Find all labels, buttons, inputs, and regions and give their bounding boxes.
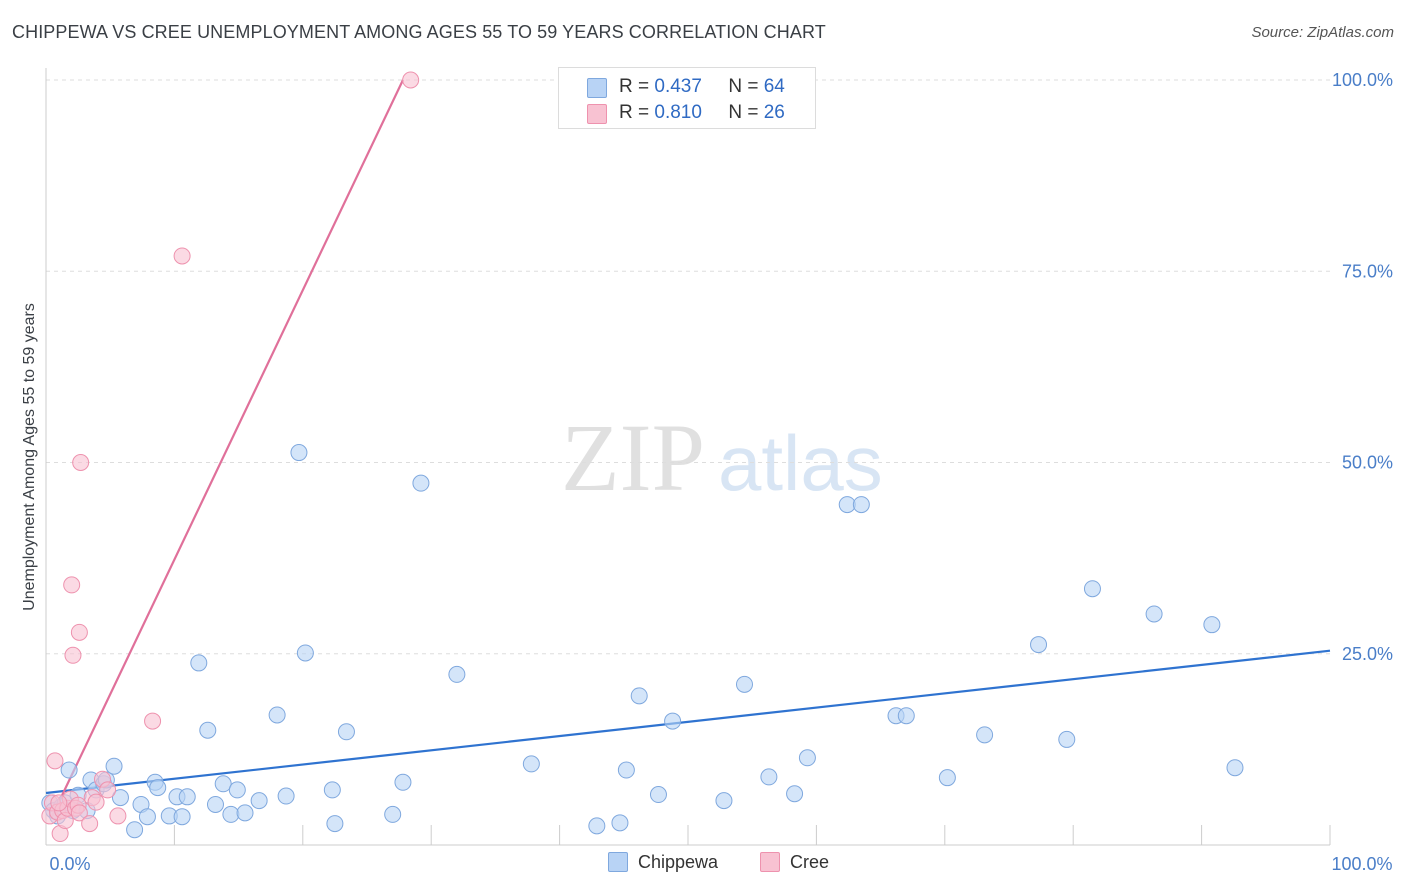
data-point-chippewa xyxy=(735,675,753,693)
legend-r-label: R = xyxy=(619,76,650,97)
data-point-chippewa xyxy=(760,768,778,786)
data-point-chippewa xyxy=(337,723,355,741)
y-tick-label: 75.0% xyxy=(1342,261,1393,281)
data-point-chippewa xyxy=(838,496,856,514)
y-tick-label: 25.0% xyxy=(1342,644,1393,664)
bottom-legend-cree: Cree xyxy=(760,852,829,873)
legend-swatch-cree xyxy=(587,104,607,124)
data-point-chippewa xyxy=(178,788,196,806)
bottom-legend-chippewa: Chippewa xyxy=(608,852,718,873)
data-point-chippewa xyxy=(852,496,870,514)
legend-n-label: N = xyxy=(728,76,759,97)
data-point-cree xyxy=(87,793,105,811)
data-point-chippewa xyxy=(190,654,208,672)
data-point-chippewa xyxy=(1226,759,1244,777)
data-point-chippewa xyxy=(611,814,629,832)
data-point-chippewa xyxy=(126,821,144,839)
bottom-legend-swatch-cree xyxy=(760,852,780,872)
data-point-chippewa xyxy=(1058,730,1076,748)
data-point-cree xyxy=(70,623,88,641)
data-point-cree xyxy=(50,794,68,812)
data-point-cree xyxy=(46,752,64,770)
bottom-legend-swatch-chippewa xyxy=(608,852,628,872)
data-point-chippewa xyxy=(105,757,123,775)
data-point-chippewa xyxy=(412,474,430,492)
data-point-cree xyxy=(63,576,81,594)
data-point-cree xyxy=(144,712,162,730)
data-point-cree xyxy=(99,781,117,799)
data-point-chippewa xyxy=(199,721,217,739)
data-point-cree xyxy=(81,815,99,833)
data-point-cree xyxy=(402,71,420,89)
x-tick-label: 100.0% xyxy=(1331,854,1392,874)
data-point-chippewa xyxy=(214,775,232,793)
data-point-chippewa xyxy=(649,786,667,804)
legend-swatch-chippewa xyxy=(587,78,607,98)
data-point-cree xyxy=(173,247,191,265)
data-point-chippewa xyxy=(268,706,286,724)
data-point-chippewa xyxy=(138,808,156,826)
data-point-cree xyxy=(64,646,82,664)
data-point-chippewa xyxy=(522,755,540,773)
data-point-chippewa xyxy=(617,761,635,779)
y-tick-label: 100.0% xyxy=(1332,70,1393,90)
bottom-legend-label-chippewa: Chippewa xyxy=(638,852,719,872)
data-point-chippewa xyxy=(250,792,268,810)
chart-title: CHIPPEWA VS CREE UNEMPLOYMENT AMONG AGES… xyxy=(12,22,826,42)
data-point-chippewa xyxy=(149,779,167,797)
data-point-chippewa xyxy=(323,781,341,799)
legend: R = 0.437 N = 64 R = 0.810 N = 26 xyxy=(558,67,816,129)
bottom-legend-label-cree: Cree xyxy=(790,852,830,872)
data-point-chippewa xyxy=(236,804,254,822)
watermark-zip: ZIP xyxy=(561,404,705,511)
data-point-chippewa xyxy=(1203,616,1221,634)
watermark: ZIP atlas xyxy=(561,404,883,511)
data-point-chippewa xyxy=(290,444,308,462)
data-point-chippewa xyxy=(715,792,733,810)
data-point-chippewa xyxy=(897,707,915,725)
data-point-chippewa xyxy=(111,789,129,807)
legend-n-value: 64 xyxy=(763,76,785,97)
data-point-chippewa xyxy=(664,712,682,730)
legend-n-label: N = xyxy=(728,102,759,123)
y-tick-label: 50.0% xyxy=(1342,453,1393,473)
data-point-chippewa xyxy=(228,781,246,799)
data-point-chippewa xyxy=(1145,605,1163,623)
trend-line-cree xyxy=(50,79,404,819)
data-point-chippewa xyxy=(60,761,78,779)
data-point-chippewa xyxy=(206,795,224,813)
legend-r-value: 0.437 xyxy=(654,76,702,97)
data-point-chippewa xyxy=(1030,636,1048,654)
data-point-chippewa xyxy=(976,726,994,744)
data-point-chippewa xyxy=(938,769,956,787)
data-point-chippewa xyxy=(786,785,804,803)
legend-n-value: 26 xyxy=(763,102,785,123)
data-point-chippewa xyxy=(277,787,295,805)
data-point-chippewa xyxy=(222,805,240,823)
data-point-cree xyxy=(109,807,127,825)
y-axis-label: Unemployment Among Ages 55 to 59 years xyxy=(21,303,38,611)
trend-line-chippewa xyxy=(45,649,1331,795)
data-point-chippewa xyxy=(394,773,412,791)
legend-r-value: 0.810 xyxy=(654,102,702,123)
source-credit: Source: ZipAtlas.com xyxy=(1251,24,1394,41)
data-point-chippewa xyxy=(326,815,344,833)
data-point-chippewa xyxy=(448,665,466,683)
data-point-chippewa xyxy=(588,817,606,835)
data-point-chippewa xyxy=(798,749,816,767)
legend-r-label: R = xyxy=(619,102,650,123)
data-point-chippewa xyxy=(173,808,191,826)
data-point-chippewa xyxy=(1083,580,1101,598)
data-point-cree xyxy=(70,804,88,822)
data-point-chippewa xyxy=(630,687,648,705)
data-point-cree xyxy=(72,454,90,471)
x-tick-label: 0.0% xyxy=(49,854,90,874)
data-point-chippewa xyxy=(296,644,314,662)
data-point-chippewa xyxy=(384,805,402,823)
